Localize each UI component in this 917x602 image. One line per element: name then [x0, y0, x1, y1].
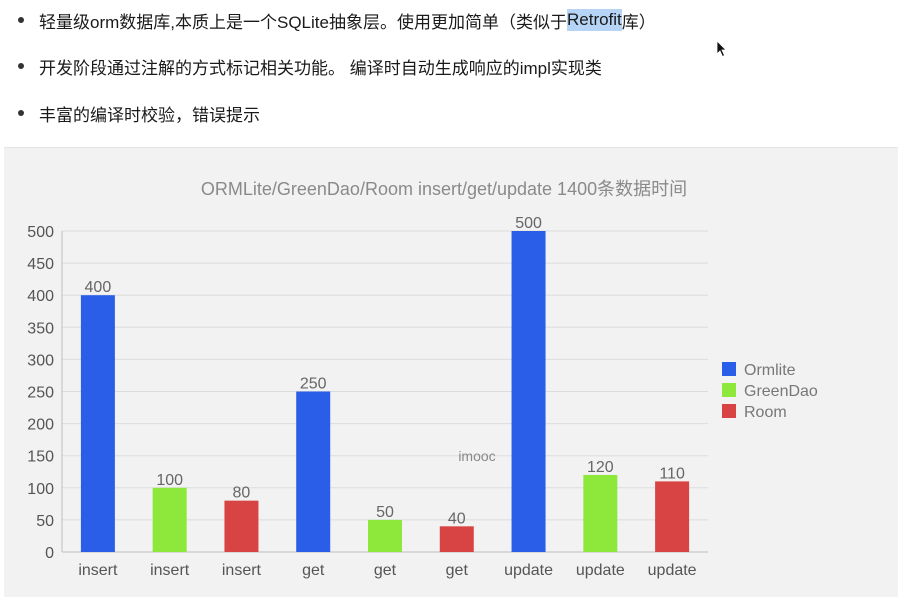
legend: Ormlite GreenDao Room: [722, 362, 818, 421]
bullet-dot-icon: [18, 63, 24, 69]
bar: [583, 474, 618, 552]
bar: [296, 391, 331, 552]
chart-title: ORMLite/GreenDao/Room insert/get/update …: [201, 179, 687, 199]
y-tick-label: 100: [27, 481, 54, 498]
y-tick-label: 400: [27, 288, 54, 305]
bar: [511, 231, 546, 552]
bullet-dot-icon: [18, 110, 24, 116]
data-label: 120: [587, 459, 614, 476]
legend-swatch: [722, 383, 736, 397]
data-label: 400: [85, 279, 112, 296]
y-tick-label: 50: [36, 513, 54, 530]
bar: [80, 295, 115, 552]
y-tick-label: 450: [27, 256, 54, 273]
x-tick-label: get: [302, 562, 325, 579]
y-tick-label: 0: [45, 545, 54, 562]
bar: [152, 487, 187, 552]
bars: 400 100 80 250 50 40 500 120 110: [80, 215, 690, 552]
bar: [439, 526, 474, 552]
bullet-item: 轻量级orm数据库,本质上是一个SQLite抽象层。使用更加简单（类似于 Retr…: [18, 7, 656, 33]
y-tick-label: 150: [27, 449, 54, 466]
x-tick-label: update: [576, 562, 625, 579]
bullet-text: 轻量级orm数据库,本质上是一个SQLite抽象层。使用更加简单（类似于: [39, 12, 567, 32]
bullet-text: 丰富的编译时校验，错误提示: [39, 105, 260, 125]
bullet-dot-icon: [18, 17, 24, 23]
x-tick-label: update: [504, 562, 553, 579]
y-tick-label: 500: [27, 224, 54, 241]
bullet-item: 丰富的编译时校验，错误提示: [18, 100, 260, 126]
data-label: 50: [376, 504, 394, 521]
data-label: 40: [448, 510, 466, 527]
legend-label: Ormlite: [744, 362, 796, 379]
legend-label: Room: [744, 404, 787, 421]
bar: [368, 519, 402, 552]
x-axis: insert insert insert get get get update update u…: [78, 562, 696, 579]
bar: [224, 500, 259, 552]
legend-label: GreenDao: [744, 383, 818, 400]
y-tick-label: 200: [27, 417, 54, 434]
y-tick-label: 250: [27, 385, 54, 402]
bullet-text: 开发阶段通过注解的方式标记相关功能。 编译时自动生成响应的impl实现类: [39, 58, 602, 78]
x-tick-label: get: [374, 562, 397, 579]
chart-panel: ORMLite/GreenDao/Room insert/get/update …: [4, 147, 898, 597]
x-tick-label: get: [446, 562, 469, 579]
bullet-item: 开发阶段通过注解的方式标记相关功能。 编译时自动生成响应的impl实现类: [18, 53, 602, 79]
bar: [655, 481, 690, 552]
x-tick-label: insert: [78, 562, 118, 579]
legend-swatch: [722, 404, 736, 418]
data-label: 100: [156, 472, 183, 489]
x-tick-label: update: [648, 562, 697, 579]
watermark: imooc: [458, 448, 495, 464]
data-label: 500: [515, 215, 542, 232]
data-label: 110: [659, 465, 685, 482]
y-tick-label: 350: [27, 320, 54, 337]
legend-swatch: [722, 362, 736, 376]
y-tick-label: 300: [27, 352, 54, 369]
highlighted-text: Retrofit: [566, 9, 622, 31]
x-tick-label: insert: [222, 562, 262, 579]
bullet-text-suffix: 库）: [621, 12, 656, 32]
x-tick-label: insert: [150, 562, 190, 579]
mouse-cursor-icon: [716, 40, 727, 58]
y-axis: 0 50 100 150 200 250 300 350 400 450 500: [27, 224, 63, 562]
data-label: 80: [233, 485, 251, 502]
bar-chart: ORMLite/GreenDao/Room insert/get/update …: [27, 179, 818, 579]
data-label: 250: [300, 376, 327, 393]
